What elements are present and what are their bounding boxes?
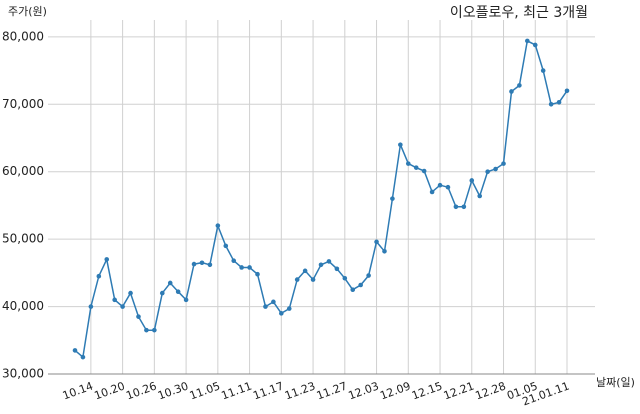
data-point	[255, 271, 260, 277]
data-point	[112, 297, 117, 303]
x-tick-label: 11.11	[220, 379, 254, 402]
x-tick-label: 10.26	[124, 379, 158, 402]
data-point	[120, 304, 125, 309]
data-point	[405, 161, 411, 166]
x-tick-label: 12.09	[378, 379, 412, 402]
data-point	[128, 290, 133, 296]
price-line	[74, 39, 568, 359]
data-point	[509, 89, 514, 94]
data-point	[493, 166, 498, 172]
data-point	[429, 189, 435, 195]
y-tick-label: 60,000	[2, 164, 44, 178]
data-point	[342, 275, 348, 281]
data-point	[517, 83, 522, 88]
data-point	[366, 273, 371, 278]
data-point	[564, 88, 570, 94]
x-tick-label: 12.15	[410, 379, 444, 402]
data-point	[532, 42, 538, 48]
data-point	[548, 101, 554, 107]
data-point	[136, 314, 141, 319]
data-point	[199, 260, 205, 266]
data-point	[461, 204, 467, 210]
data-point	[390, 196, 395, 201]
data-point	[183, 297, 189, 303]
x-tick-label: 11.27	[315, 379, 349, 402]
x-tick-label: 12.03	[347, 379, 381, 402]
y-tick-label: 80,000	[2, 29, 44, 43]
data-point	[88, 304, 94, 309]
data-point	[374, 239, 379, 245]
data-point	[485, 169, 490, 175]
data-point	[279, 311, 284, 316]
data-point	[453, 204, 459, 210]
data-point	[144, 327, 149, 333]
y-tick-label: 50,000	[2, 232, 44, 246]
data-point	[96, 273, 102, 279]
data-point	[350, 287, 356, 293]
data-point	[525, 38, 530, 44]
data-point	[263, 304, 268, 309]
x-tick-label: 12.28	[474, 379, 508, 402]
y-tick-label: 40,000	[2, 299, 44, 313]
data-point	[477, 193, 483, 199]
x-tick-label: 10.14	[61, 379, 95, 402]
data-point	[540, 68, 546, 73]
x-axis-label: 날짜(일)	[596, 375, 635, 389]
x-tick-label: 10.30	[156, 379, 190, 402]
data-point	[271, 299, 276, 305]
data-point	[152, 327, 157, 333]
data-point	[382, 248, 387, 254]
data-point	[72, 348, 78, 353]
data-point	[445, 184, 451, 190]
data-point	[310, 277, 316, 282]
x-tick-label: 11.17	[251, 379, 285, 402]
data-point	[231, 258, 237, 264]
data-point	[215, 223, 221, 228]
x-tick-label: 10.20	[93, 379, 127, 402]
data-point	[398, 142, 403, 148]
data-point	[302, 268, 308, 274]
y-tick-label: 30,000	[2, 367, 44, 381]
x-tick-label: 11.05	[188, 379, 222, 402]
data-point	[223, 243, 229, 249]
chart-title: 이오플로우, 최근 3개월	[450, 5, 588, 21]
data-point	[80, 354, 86, 360]
data-point	[104, 257, 110, 262]
data-point	[159, 290, 165, 296]
data-point	[191, 261, 197, 267]
x-tick-label: 11.23	[283, 379, 317, 402]
data-point	[334, 266, 340, 272]
data-point	[358, 282, 363, 288]
data-point	[501, 161, 506, 166]
y-axis-label: 주가(원)	[8, 5, 47, 18]
data-point	[207, 262, 213, 268]
data-point	[247, 265, 252, 270]
data-point	[326, 259, 332, 264]
data-point	[318, 262, 324, 268]
data-point	[556, 99, 562, 105]
y-tick-label: 70,000	[2, 97, 44, 111]
data-point	[239, 265, 244, 270]
data-point	[294, 277, 300, 282]
data-point	[421, 168, 427, 174]
data-point	[286, 306, 292, 311]
x-tick-label: 12.21	[442, 379, 476, 402]
data-point	[175, 289, 181, 295]
data-point	[413, 165, 419, 170]
data-point	[167, 280, 173, 286]
data-point	[437, 182, 443, 188]
data-point	[469, 178, 475, 183]
